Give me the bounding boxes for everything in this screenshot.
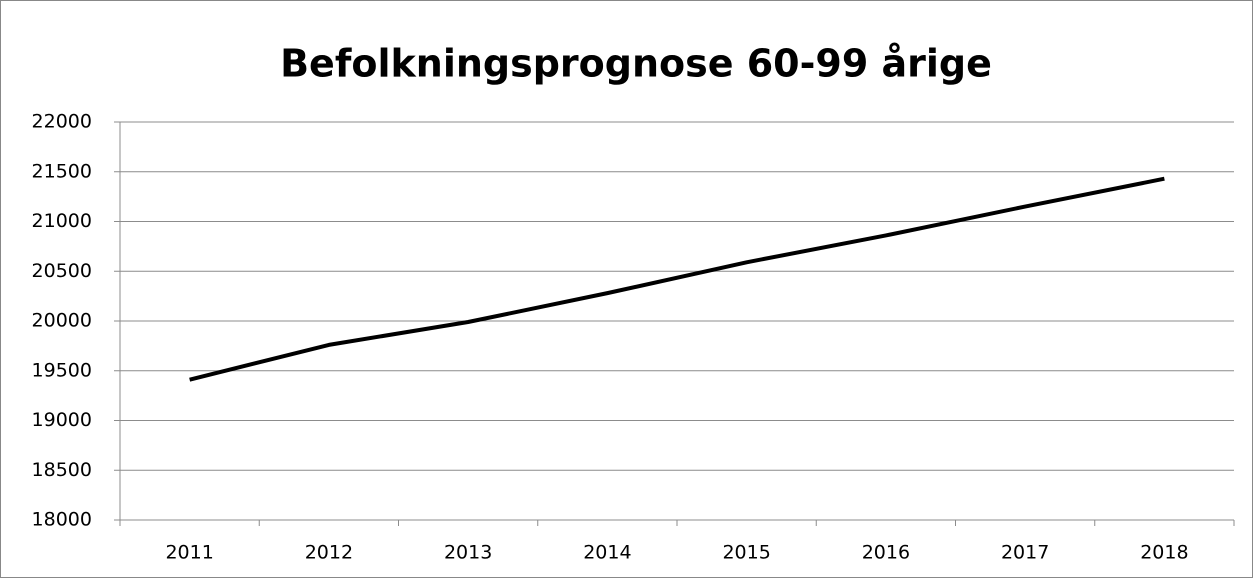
x-tick-label: 2014 [583, 542, 631, 564]
y-tick-label: 19500 [32, 359, 92, 381]
y-tick-label: 21500 [32, 160, 92, 182]
x-tick-label: 2018 [1140, 542, 1188, 564]
x-tick-label: 2015 [722, 542, 770, 564]
x-tick-label: 2016 [862, 542, 910, 564]
y-tick-label: 20000 [32, 310, 92, 332]
x-tick-label: 2011 [165, 542, 213, 564]
x-tick-label: 2012 [305, 542, 353, 564]
x-tick-label: 2013 [444, 542, 492, 564]
y-tick-label: 20500 [32, 260, 92, 282]
line-series [189, 176, 1165, 382]
y-tick-label: 18000 [32, 509, 92, 531]
y-tick-label: 18500 [32, 459, 92, 481]
x-tick-label: 2017 [1001, 542, 1049, 564]
chart-title: Befolkningsprognose 60-99 årige [280, 42, 992, 86]
y-tick-label: 19000 [32, 409, 92, 431]
y-tick-label: 21000 [32, 210, 92, 232]
y-tick-label: 22000 [32, 111, 92, 133]
